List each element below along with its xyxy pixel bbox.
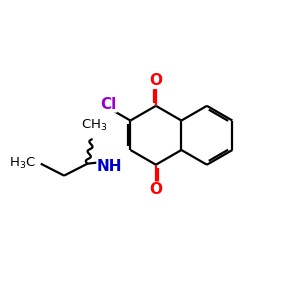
Text: NH: NH bbox=[97, 159, 122, 174]
Text: H$_3$C: H$_3$C bbox=[10, 156, 36, 171]
Text: O: O bbox=[149, 182, 162, 197]
Text: O: O bbox=[149, 73, 162, 88]
Text: Cl: Cl bbox=[100, 97, 117, 112]
Text: CH$_3$: CH$_3$ bbox=[81, 118, 107, 134]
